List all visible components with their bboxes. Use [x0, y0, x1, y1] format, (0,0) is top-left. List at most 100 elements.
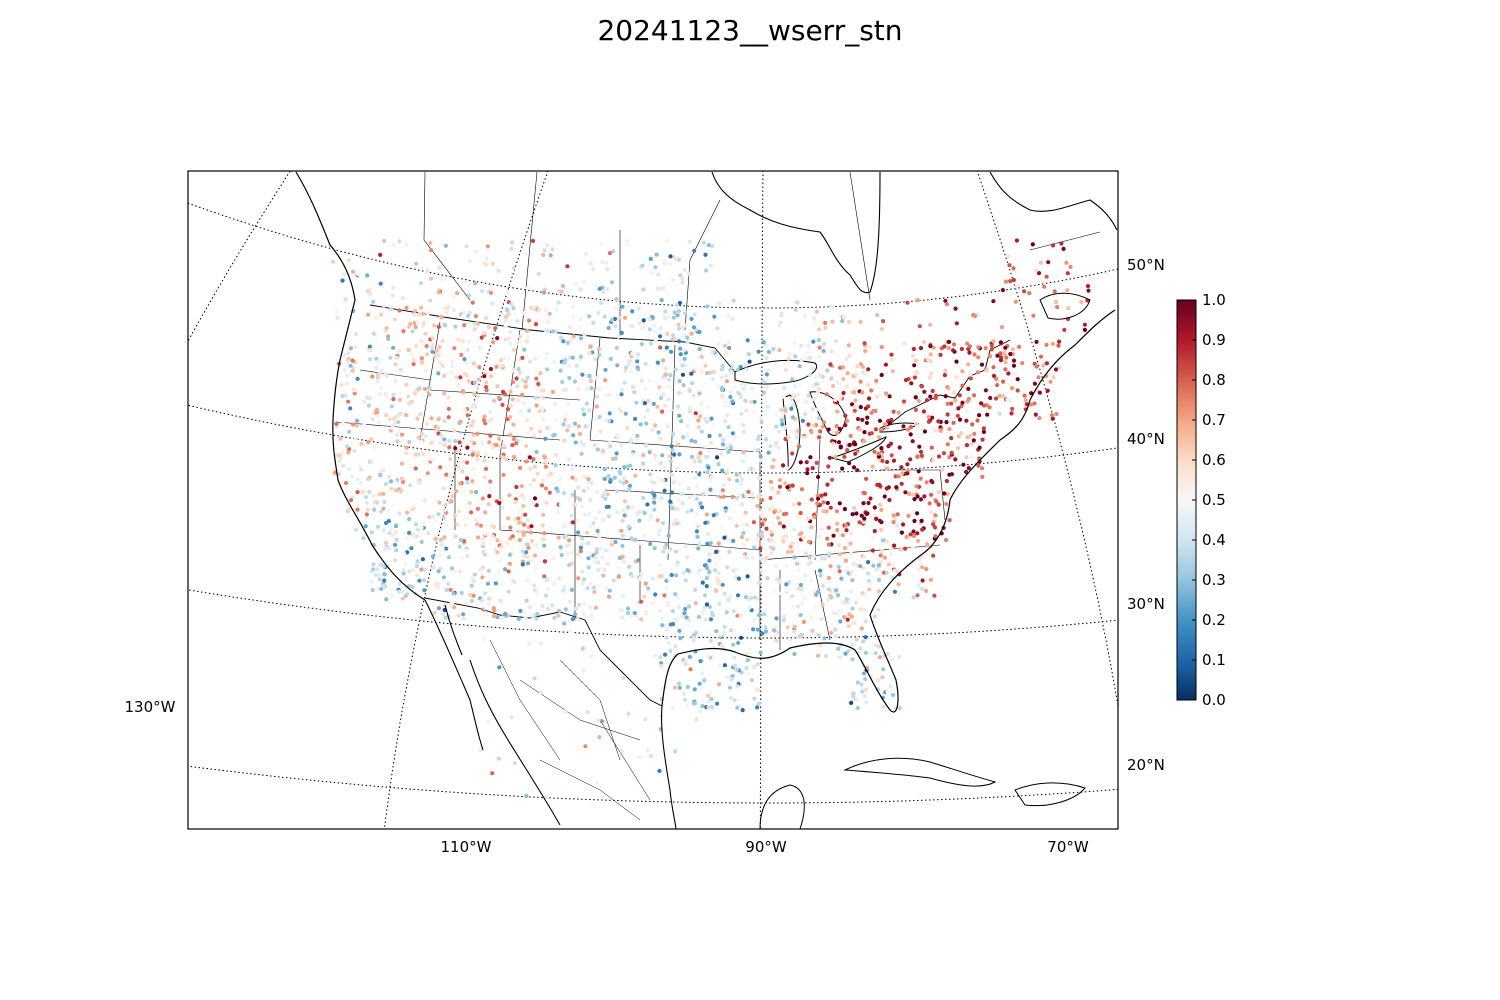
station-point [862, 430, 867, 435]
station-point [378, 562, 384, 567]
station-point [597, 352, 602, 357]
station-point [403, 578, 408, 583]
station-point [768, 537, 774, 542]
station-point [609, 539, 614, 544]
station-point [602, 467, 607, 472]
station-point [916, 567, 921, 572]
station-point [395, 413, 401, 418]
station-point [660, 521, 666, 526]
station-point [381, 529, 386, 534]
station-point [666, 533, 671, 538]
station-point [845, 419, 850, 424]
station-point [908, 432, 913, 437]
station-point [625, 426, 630, 431]
station-point [453, 439, 458, 444]
map-title: 20241123__wserr_stn [597, 14, 903, 47]
station-point [864, 420, 870, 425]
station-point [850, 578, 855, 583]
station-point [467, 500, 472, 506]
station-point [789, 406, 794, 411]
station-point [829, 304, 834, 309]
station-point [766, 368, 771, 373]
station-point [400, 596, 405, 601]
station-point [665, 398, 670, 403]
station-point [816, 474, 821, 480]
station-point [773, 624, 779, 629]
station-point [633, 416, 638, 421]
station-point [461, 616, 466, 621]
station-point [526, 318, 532, 323]
station-point [885, 651, 890, 656]
station-point [507, 336, 512, 341]
station-point [376, 524, 381, 529]
station-point [531, 457, 536, 462]
station-point [354, 331, 359, 337]
station-point [596, 310, 601, 316]
station-point [693, 587, 698, 592]
station-point [527, 455, 533, 460]
station-point [409, 546, 414, 551]
station-point [861, 519, 867, 525]
station-point [538, 371, 543, 376]
map-area [188, 171, 1118, 829]
station-point [578, 354, 584, 359]
station-point [747, 605, 752, 610]
station-point [717, 433, 723, 438]
station-point [861, 501, 866, 506]
station-point [364, 512, 369, 517]
station-point [687, 388, 692, 393]
station-point [893, 474, 898, 479]
station-point [811, 423, 816, 428]
station-point [704, 602, 710, 607]
station-point [629, 613, 634, 618]
station-point [691, 325, 697, 330]
station-point [635, 433, 640, 438]
station-point [729, 369, 734, 374]
station-point [383, 520, 389, 526]
station-point [472, 321, 478, 326]
station-point [653, 592, 658, 597]
station-point [518, 465, 523, 470]
station-point [677, 685, 682, 690]
station-point [903, 377, 909, 383]
station-point [500, 402, 505, 407]
station-point [454, 375, 459, 380]
meridian-line [383, 171, 549, 829]
station-point [415, 425, 420, 431]
station-point [570, 617, 575, 622]
station-point [954, 321, 959, 326]
station-point [727, 549, 732, 555]
station-point [960, 369, 965, 374]
station-point [852, 505, 857, 511]
station-point [650, 427, 655, 432]
station-point [506, 312, 511, 317]
station-point [606, 474, 611, 479]
station-point [594, 404, 599, 409]
station-point [483, 612, 488, 618]
station-point [991, 339, 996, 344]
station-point [840, 533, 845, 538]
station-point [605, 287, 610, 292]
station-point [692, 494, 697, 499]
station-point [436, 324, 441, 329]
station-point [877, 418, 883, 423]
station-point [554, 307, 559, 312]
station-point [456, 449, 461, 454]
station-point [739, 502, 745, 507]
station-point [840, 365, 846, 370]
station-point [458, 569, 463, 574]
station-point [849, 569, 854, 575]
latitude-labels: 20°N30°N40°N50°N [1127, 256, 1165, 774]
station-point [770, 486, 775, 491]
station-point [553, 463, 558, 468]
station-point [472, 572, 477, 577]
station-point [797, 383, 803, 388]
station-point [720, 363, 725, 368]
latitude-label: 20°N [1127, 756, 1165, 774]
station-point [563, 534, 569, 539]
station-point [814, 592, 819, 597]
station-point [1050, 416, 1055, 421]
station-point [434, 348, 439, 353]
station-point [703, 617, 709, 622]
station-point [389, 486, 394, 491]
